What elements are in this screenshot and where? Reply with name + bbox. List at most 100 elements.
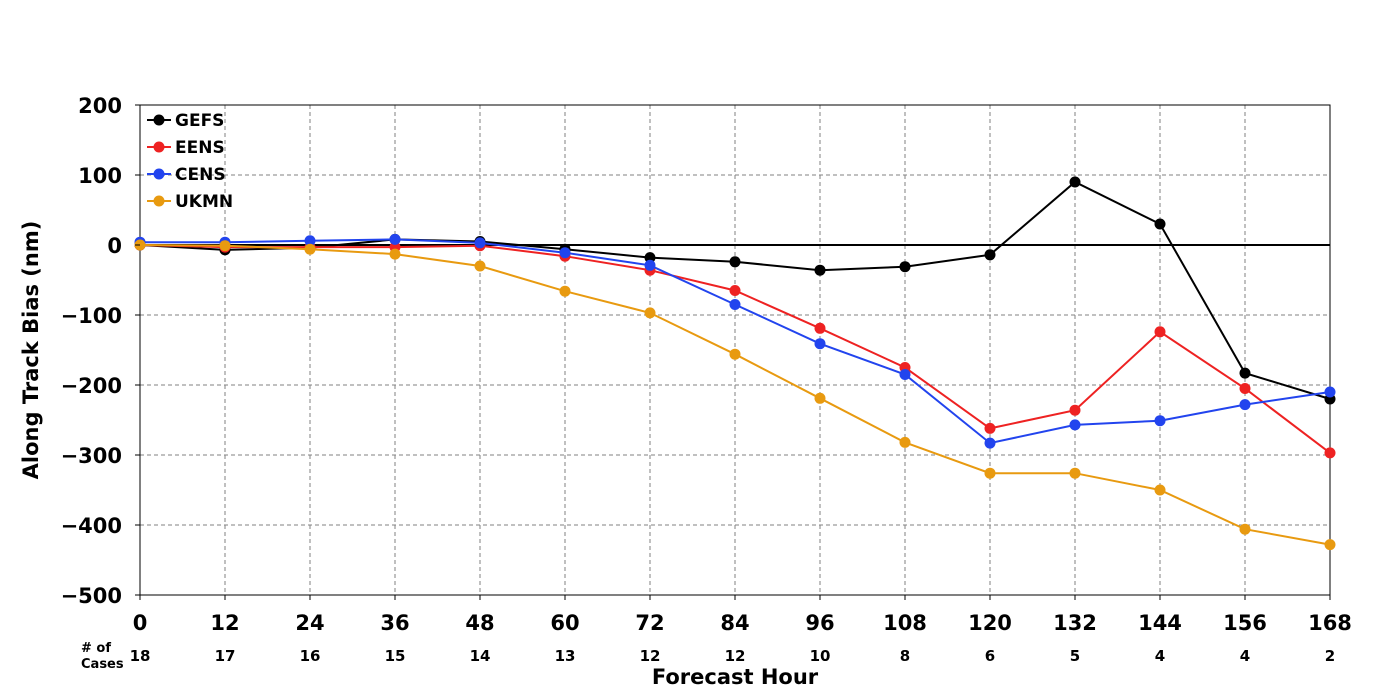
cases-count: 12 xyxy=(725,647,746,665)
data-point-ukmn xyxy=(814,392,826,404)
data-point-ukmn xyxy=(304,243,316,255)
data-point-gefs xyxy=(1239,367,1251,379)
data-point-ukmn xyxy=(1154,484,1166,496)
data-point-eens xyxy=(729,285,741,296)
legend-item-cens: CENS xyxy=(147,165,226,185)
series-layer xyxy=(134,176,1336,551)
legend-swatch-marker xyxy=(153,195,165,207)
data-point-eens xyxy=(1154,326,1166,338)
data-point-eens xyxy=(984,422,996,434)
data-point-ukmn xyxy=(729,348,741,360)
y-tick-label: 100 xyxy=(78,164,122,188)
data-point-gefs xyxy=(644,252,656,264)
legend-label: GEFS xyxy=(175,111,224,131)
x-tick-label: 60 xyxy=(550,611,579,635)
cases-count: 13 xyxy=(555,647,576,665)
data-point-gefs xyxy=(729,256,741,268)
legend-label: CENS xyxy=(175,165,226,185)
x-tick-label: 108 xyxy=(883,611,927,635)
data-point-gefs xyxy=(814,264,826,276)
x-tick-label: 144 xyxy=(1138,611,1182,635)
data-point-ukmn xyxy=(1069,467,1081,479)
cases-title-line2: Cases xyxy=(81,657,124,672)
data-point-cens xyxy=(1154,415,1166,427)
data-point-cens xyxy=(474,237,486,249)
legend-item-eens: EENS xyxy=(147,138,225,158)
x-tick-label: 84 xyxy=(720,611,749,635)
cases-count: 16 xyxy=(300,647,321,665)
cases-count: 18 xyxy=(130,647,151,665)
y-tick-label: −300 xyxy=(61,444,122,468)
x-axis-ticks: 0 12 24 36 48 60 72 84 96 108 120 132 144 156 168 xyxy=(133,595,1352,635)
data-point-ukmn xyxy=(389,248,401,260)
data-point-ukmn xyxy=(644,307,656,319)
x-tick-label: 96 xyxy=(805,611,834,635)
data-point-cens xyxy=(559,247,571,259)
y-tick-label: −400 xyxy=(61,514,122,538)
data-point-ukmn xyxy=(1239,523,1251,535)
legend-label: UKMN xyxy=(175,192,233,212)
x-tick-label: 120 xyxy=(968,611,1012,635)
data-point-cens xyxy=(1324,386,1336,398)
data-point-gefs xyxy=(1069,176,1081,188)
legend-item-gefs: GEFS xyxy=(147,111,224,131)
cases-count: 12 xyxy=(640,647,661,665)
x-axis-label: Forecast Hour xyxy=(652,665,819,689)
data-point-cens xyxy=(814,338,826,350)
cases-count: 4 xyxy=(1155,647,1165,665)
data-point-eens xyxy=(1239,383,1251,394)
data-point-ukmn xyxy=(1324,539,1336,551)
data-point-eens xyxy=(1069,404,1081,416)
cases-count: 6 xyxy=(985,647,995,665)
legend-item-ukmn: UKMN xyxy=(147,192,233,212)
cases-count: 5 xyxy=(1070,647,1080,665)
legend-swatch-marker xyxy=(153,141,165,153)
x-tick-label: 36 xyxy=(380,611,409,635)
x-tick-label: 168 xyxy=(1308,611,1352,635)
x-tick-label: 132 xyxy=(1053,611,1097,635)
data-point-cens xyxy=(984,437,996,449)
data-point-gefs xyxy=(984,249,996,261)
cases-count: 14 xyxy=(470,647,491,665)
y-tick-label: 200 xyxy=(78,94,122,118)
data-point-cens xyxy=(304,235,316,247)
data-point-ukmn xyxy=(474,260,486,272)
legend-swatch-marker xyxy=(153,114,165,126)
cases-row: 18 17 16 15 14 13 12 12 10 8 6 5 4 4 2 xyxy=(130,647,1336,665)
cases-count: 2 xyxy=(1325,647,1335,665)
grid xyxy=(140,105,1330,595)
data-point-cens xyxy=(1069,419,1081,431)
cases-count: 8 xyxy=(900,647,910,665)
cases-count: 17 xyxy=(215,647,236,665)
data-point-cens xyxy=(899,369,911,380)
data-point-ukmn xyxy=(559,285,571,297)
data-point-ukmn xyxy=(899,436,911,448)
data-point-cens xyxy=(729,299,741,310)
legend-swatch-marker xyxy=(153,168,165,180)
y-tick-label: −500 xyxy=(61,584,122,608)
x-tick-label: 24 xyxy=(295,611,324,635)
data-point-ukmn xyxy=(984,467,996,479)
cases-count: 4 xyxy=(1240,647,1250,665)
cases-title-line1: # of xyxy=(81,641,111,656)
y-axis-label: Along Track Bias (nm) xyxy=(19,221,43,480)
x-tick-label: 12 xyxy=(210,611,239,635)
cases-count: 15 xyxy=(385,647,406,665)
y-tick-label: −100 xyxy=(61,304,122,328)
x-tick-label: 156 xyxy=(1223,611,1267,635)
data-point-eens xyxy=(814,322,826,334)
legend-label: EENS xyxy=(175,138,225,158)
x-tick-label: 72 xyxy=(635,611,664,635)
data-point-cens xyxy=(644,259,656,271)
data-point-eens xyxy=(1324,447,1336,459)
data-point-cens xyxy=(389,233,401,245)
data-point-cens xyxy=(1239,399,1251,411)
y-tick-label: −200 xyxy=(61,374,122,398)
data-point-gefs xyxy=(1154,218,1166,230)
series-ukmn xyxy=(134,239,1336,551)
x-tick-label: 48 xyxy=(465,611,494,635)
y-axis-ticks: 200 100 0 −100 −200 −300 −400 −500 xyxy=(61,94,140,608)
cases-count: 10 xyxy=(810,647,831,665)
legend: GEFS EENS CENS UKMN xyxy=(147,111,233,212)
